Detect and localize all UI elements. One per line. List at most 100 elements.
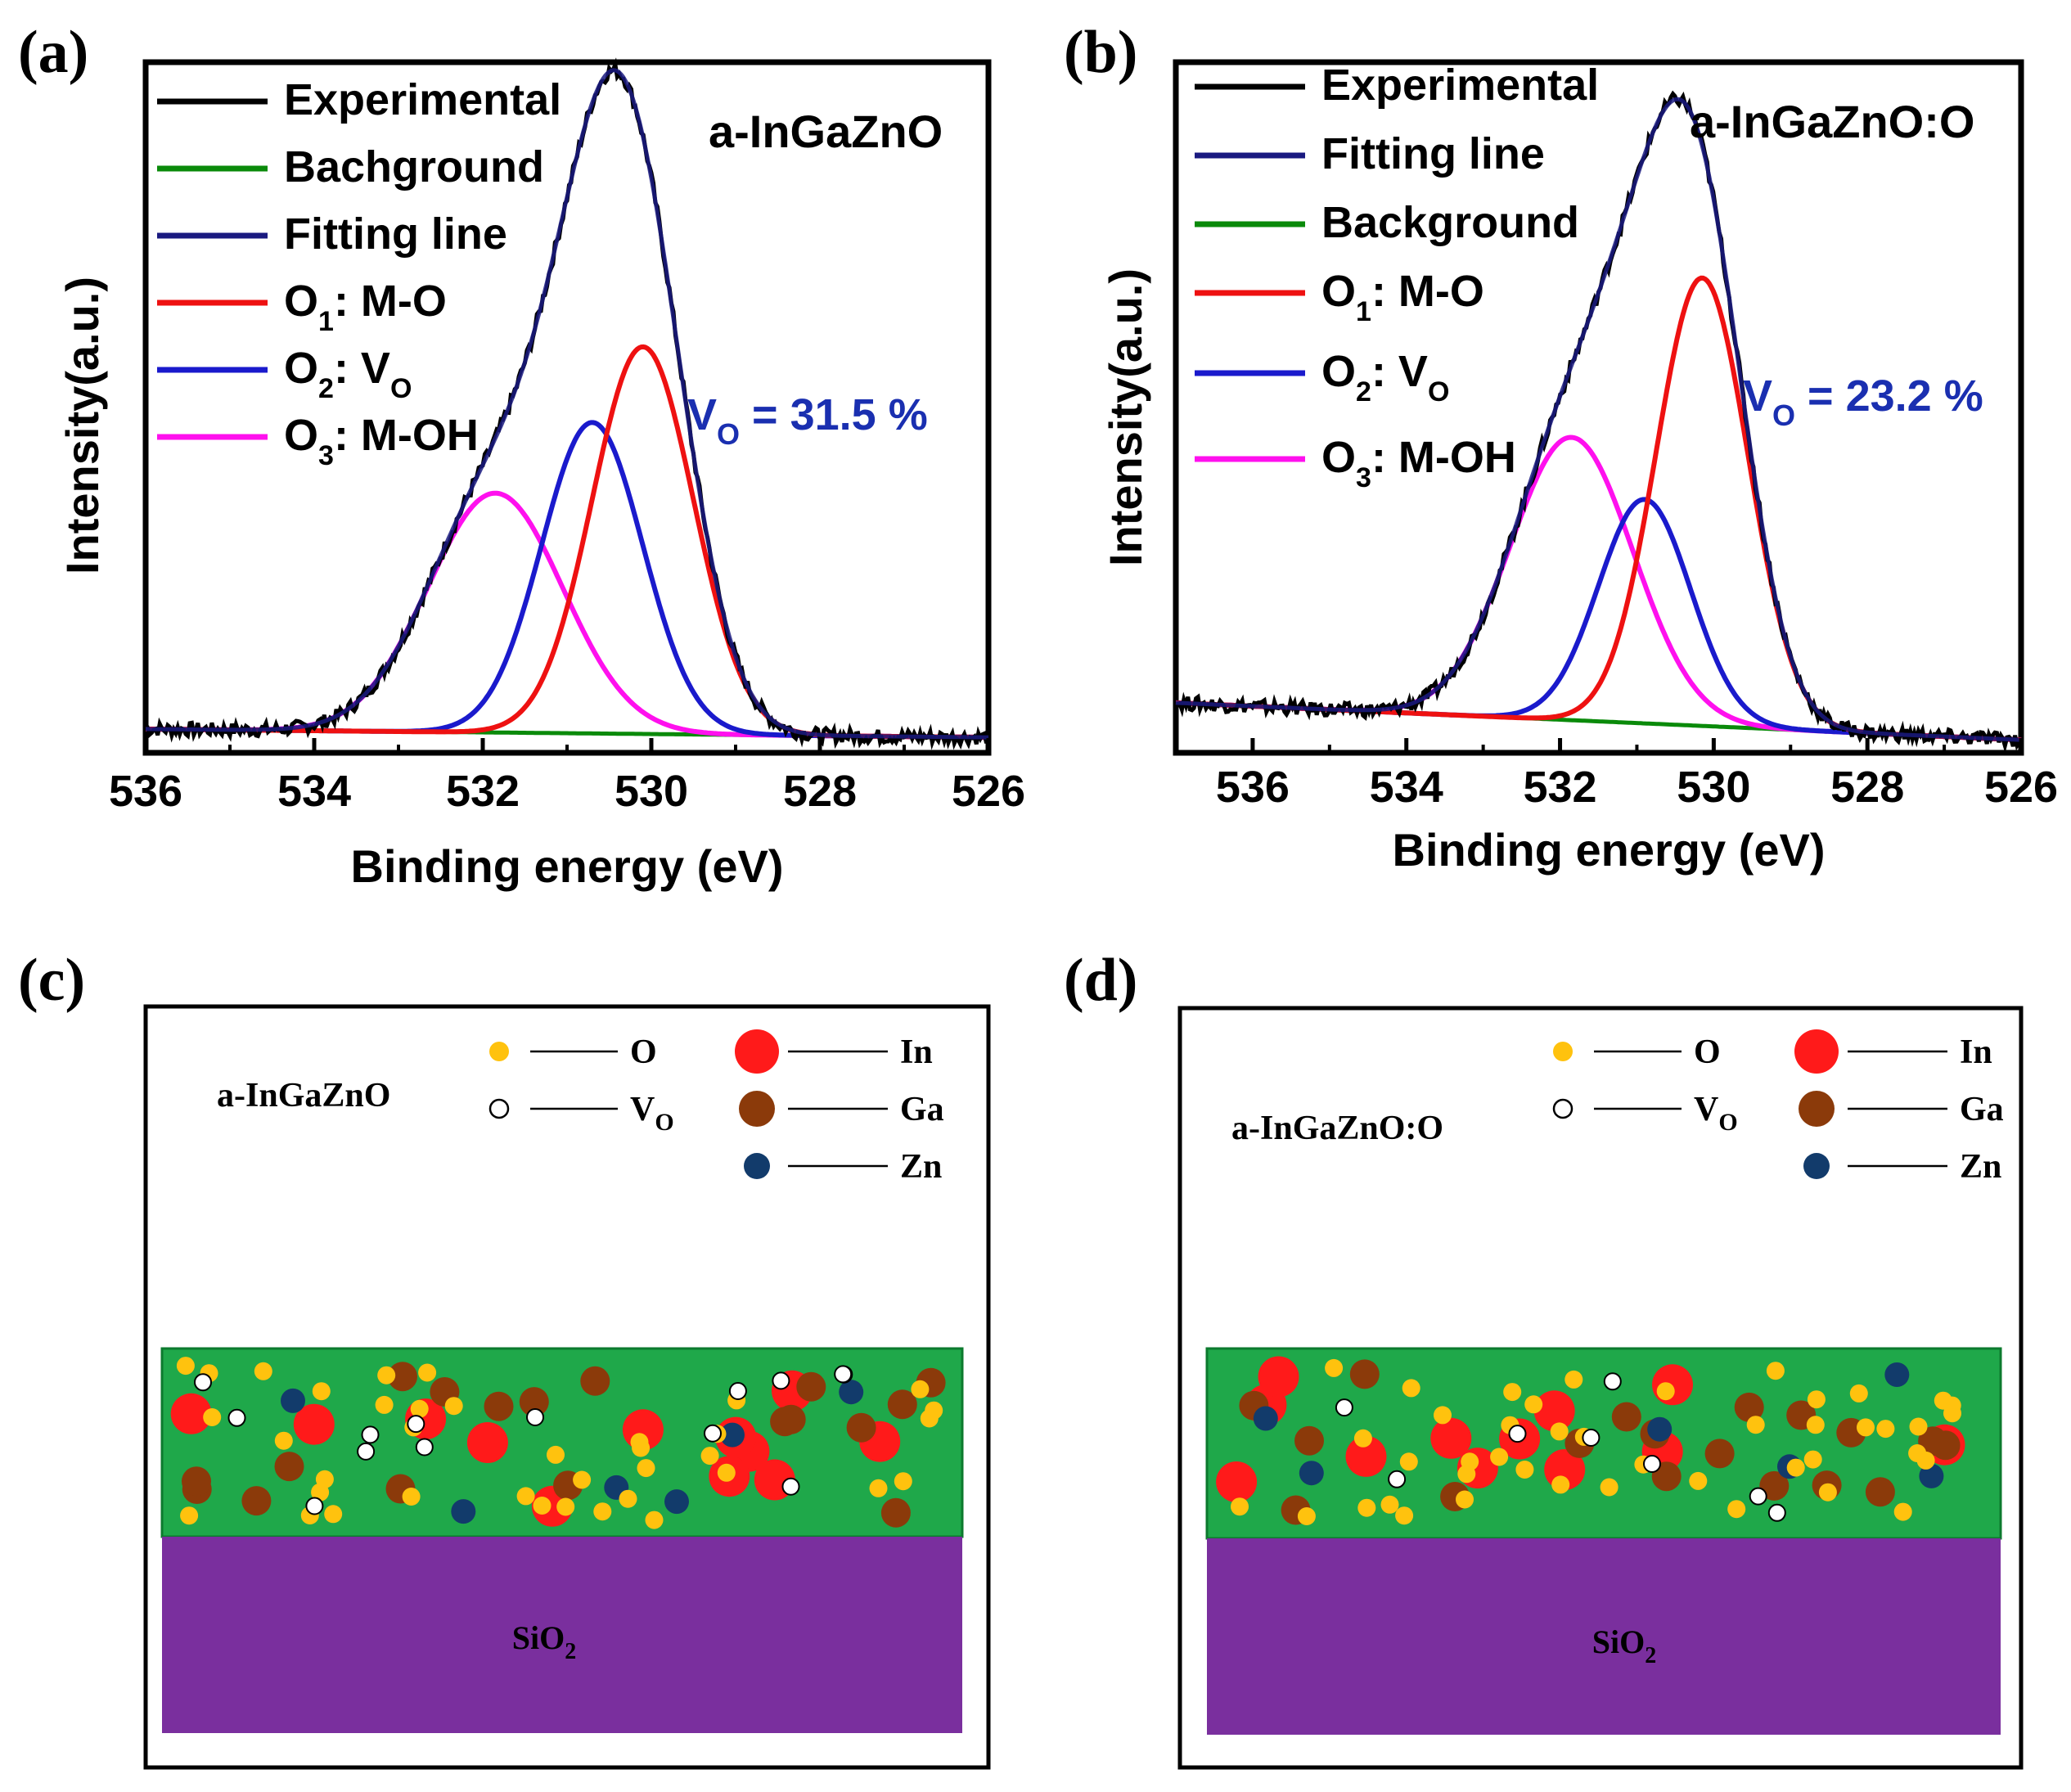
- x-tick-label: 536: [1216, 763, 1290, 812]
- atom-zn: [1253, 1406, 1278, 1431]
- atom-o: [1490, 1448, 1509, 1466]
- chart-b-sample-label: a-InGaZnO:O: [1690, 96, 1974, 147]
- atom-vo: [1643, 1455, 1661, 1473]
- legend-label-fit: Fitting line: [1321, 129, 1545, 178]
- atom-o: [547, 1445, 565, 1464]
- legend-atom-in: [1794, 1029, 1839, 1074]
- substrate-text: SiO: [1592, 1623, 1645, 1660]
- atom-ga: [887, 1389, 917, 1420]
- vo-sub: O: [1772, 398, 1795, 432]
- diagram-d-sample-label: a-InGaZnO:O: [1231, 1110, 1443, 1147]
- chart-b: 536 534 532 530 528 526 Experimental Fitting l…: [1100, 59, 2058, 876]
- atom-in: [1652, 1364, 1693, 1406]
- atom-o: [312, 1382, 331, 1401]
- atom-ga: [1349, 1359, 1380, 1389]
- atom-ga: [796, 1371, 826, 1402]
- x-tick-label: 532: [446, 767, 520, 816]
- atom-in: [293, 1403, 335, 1445]
- atom-o: [375, 1395, 394, 1414]
- atom-o: [1434, 1406, 1452, 1425]
- legend-label-background: Background: [1321, 198, 1579, 247]
- chart-b-ticks: 536 534 532 530 528 526: [1174, 738, 2058, 812]
- atom-o: [203, 1408, 222, 1426]
- atom-o: [1786, 1458, 1805, 1477]
- legend-label-experimental: Experimental: [1321, 61, 1599, 110]
- atom-o: [1399, 1452, 1418, 1471]
- atom-ga: [182, 1466, 211, 1497]
- atom-o: [311, 1483, 330, 1502]
- legend-label-ga: Ga: [1960, 1091, 2004, 1128]
- atom-o: [717, 1463, 736, 1482]
- legend-atom-o: [1553, 1042, 1573, 1061]
- atom-zn: [1919, 1463, 1944, 1488]
- chart-a-xlabel: Binding energy (eV): [351, 840, 784, 892]
- atom-in: [1345, 1435, 1387, 1477]
- atom-in: [170, 1393, 212, 1434]
- atom-o: [1600, 1478, 1619, 1497]
- atom-o: [418, 1363, 437, 1382]
- legend-label-in: In: [1960, 1033, 1992, 1071]
- atom-o: [1807, 1390, 1826, 1409]
- substrate-sub: 2: [1645, 1643, 1656, 1668]
- diagram-c-substrate: [162, 1537, 962, 1733]
- panel-label-c: (c): [18, 947, 85, 1014]
- legend-atom-ga: [1799, 1091, 1835, 1127]
- chart-a-sample-label: a-InGaZnO: [709, 106, 943, 157]
- diagram-d-substrate-label: SiO2: [1592, 1623, 1656, 1668]
- legend-label-o: O: [1694, 1033, 1721, 1071]
- atom-ga: [580, 1366, 610, 1396]
- legend-label-o: O: [630, 1033, 657, 1071]
- panel-label-d: (d): [1064, 947, 1137, 1014]
- diagram-c-atoms: [170, 1357, 946, 1529]
- diagram-d-substrate: [1207, 1538, 2001, 1735]
- atom-in: [1533, 1390, 1575, 1432]
- atom-o: [920, 1409, 939, 1428]
- atom-vo: [1749, 1487, 1767, 1506]
- atom-o: [573, 1470, 592, 1489]
- vo-symbol: V: [687, 390, 717, 439]
- atom-ga: [1294, 1425, 1324, 1456]
- legend-atom-vo: [488, 1098, 510, 1119]
- chart-a: 536 534 532 530 528 526 Experimental Bachgroun…: [56, 57, 1025, 892]
- legend-label-O2: O2: VO: [1321, 347, 1449, 407]
- atom-vo: [728, 1382, 747, 1400]
- atom-ga: [1865, 1477, 1895, 1507]
- x-tick-label: 526: [1984, 763, 2058, 812]
- atom-o: [1943, 1404, 1961, 1423]
- x-tick-label: 526: [952, 767, 1025, 816]
- atom-o: [630, 1433, 649, 1452]
- panel-label-a: (a): [18, 19, 88, 86]
- chart-a-legend: Experimental Bachground Fitting line O1: M-…: [157, 75, 561, 471]
- atom-vo: [1508, 1425, 1527, 1443]
- atom-zn: [1884, 1362, 1910, 1387]
- atom-o: [1909, 1417, 1928, 1436]
- atom-o: [533, 1497, 552, 1515]
- atom-vo: [227, 1408, 246, 1427]
- chart-a-frame: [142, 59, 992, 756]
- atom-o: [1857, 1418, 1875, 1437]
- atom-o: [637, 1459, 655, 1478]
- legend-label-zn: Zn: [900, 1148, 942, 1186]
- atom-in: [466, 1422, 508, 1463]
- atom-ga: [846, 1412, 876, 1443]
- atom-vo: [194, 1373, 212, 1392]
- atom-o: [1402, 1379, 1420, 1398]
- legend-label-background: Bachground: [284, 142, 544, 191]
- atom-o: [274, 1431, 293, 1450]
- atom-o: [516, 1487, 535, 1506]
- atom-o: [324, 1505, 343, 1524]
- atom-o: [1656, 1382, 1675, 1401]
- atom-zn: [1647, 1416, 1673, 1442]
- atom-o: [1893, 1502, 1912, 1521]
- atom-o: [1380, 1495, 1399, 1514]
- atom-o: [869, 1479, 888, 1497]
- atom-o: [1818, 1483, 1837, 1502]
- atom-vo: [1388, 1470, 1407, 1488]
- diagram-d-igzo-layer: [1205, 1347, 2002, 1540]
- atom-o: [894, 1472, 912, 1491]
- atom-o: [700, 1447, 719, 1466]
- atom-o: [1908, 1444, 1927, 1462]
- atom-o: [410, 1399, 429, 1418]
- x-tick-label: 534: [277, 767, 351, 816]
